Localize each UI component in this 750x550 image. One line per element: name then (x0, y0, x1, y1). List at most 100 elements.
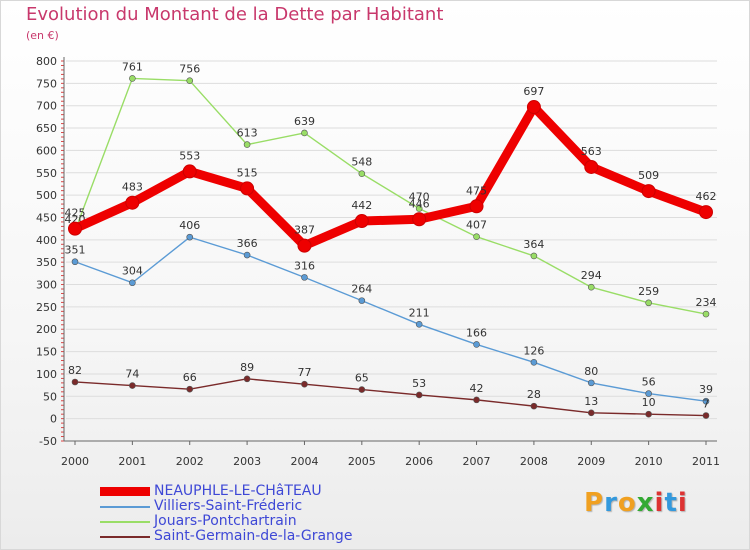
data-label: 515 (237, 166, 258, 179)
data-label: 10 (642, 396, 656, 409)
data-point (71, 378, 79, 386)
data-label: 387 (294, 224, 315, 237)
y-tick-label: 450 (36, 211, 57, 224)
data-point (129, 382, 136, 389)
data-point (301, 380, 308, 388)
legend-item-saint-germain: Saint-Germain-de-la-Grange (100, 529, 420, 544)
data-label: 211 (409, 306, 430, 319)
data-label: 264 (351, 283, 372, 296)
x-tick-label: 2005 (348, 455, 376, 468)
data-label: 126 (523, 344, 544, 357)
legend-swatch-neauphle (100, 487, 150, 496)
data-point (526, 100, 541, 115)
data-point (702, 397, 710, 405)
y-tick-label: 0 (50, 413, 57, 426)
data-point (186, 77, 194, 84)
data-point (530, 359, 538, 366)
data-point (587, 379, 595, 387)
data-label: 462 (696, 190, 717, 203)
data-label: 316 (294, 259, 315, 272)
y-tick-label: 700 (36, 100, 57, 113)
data-point (645, 299, 652, 307)
y-tick-label: 50 (43, 390, 57, 403)
legend-swatch-jouars (100, 521, 150, 523)
data-label: 446 (409, 197, 430, 210)
data-label: 613 (237, 127, 258, 140)
data-point (243, 251, 251, 259)
data-label: 425 (65, 207, 86, 220)
data-label: 442 (351, 199, 372, 212)
data-label: 304 (122, 265, 143, 278)
x-tick-label: 2000 (61, 455, 89, 468)
y-tick-label: 350 (36, 256, 57, 269)
data-label: 39 (699, 383, 713, 396)
y-tick-label: 750 (36, 77, 57, 90)
data-point (415, 321, 423, 328)
legend-label-jouars: Jouars-Pontchartrain (154, 513, 297, 529)
data-point (469, 199, 484, 214)
data-point (702, 412, 710, 419)
data-point (68, 221, 82, 236)
series-line-0 (70, 102, 711, 251)
legend: NEAUPHLE-LE-CHâTEAU Villiers-Saint-Fréde… (100, 484, 420, 544)
data-point (186, 385, 194, 393)
y-tick-label: 200 (36, 323, 57, 336)
data-label: 7 (703, 398, 710, 411)
data-point (473, 396, 480, 404)
legend-item-neauphle: NEAUPHLE-LE-CHâTEAU (100, 484, 420, 499)
data-label: 548 (351, 156, 372, 169)
data-label: 483 (122, 181, 143, 194)
data-point (243, 141, 251, 148)
x-tick-label: 2011 (692, 455, 720, 468)
legend-item-villiers: Villiers-Saint-Fréderic (100, 499, 420, 514)
y-tick-label: 300 (36, 279, 57, 292)
x-tick-label: 2010 (635, 455, 663, 468)
data-point (645, 410, 652, 418)
data-label: 234 (696, 296, 717, 309)
data-point (297, 238, 312, 253)
data-point (125, 195, 140, 210)
data-label: 553 (179, 149, 200, 162)
data-point (584, 159, 599, 174)
data-point (358, 170, 366, 177)
legend-swatch-saint-germain (100, 536, 150, 538)
series-line-1 (74, 236, 707, 402)
data-point (645, 390, 652, 397)
data-label: 82 (68, 364, 82, 377)
y-tick-label: 550 (36, 167, 57, 180)
data-label: 509 (638, 169, 659, 182)
y-tick-label: -50 (39, 435, 57, 448)
y-tick-label: 600 (36, 144, 57, 157)
data-label: 42 (470, 382, 484, 395)
data-label: 80 (584, 365, 598, 378)
data-label: 77 (297, 366, 311, 379)
x-tick-label: 2006 (405, 455, 433, 468)
y-tick-label: 500 (36, 189, 57, 202)
data-point (415, 205, 423, 212)
y-tick-label: 400 (36, 234, 57, 247)
data-point (587, 283, 595, 291)
data-label: 53 (412, 377, 426, 390)
legend-label-villiers: Villiers-Saint-Fréderic (154, 498, 303, 514)
data-label: 697 (523, 85, 544, 98)
x-tick-label: 2009 (577, 455, 605, 468)
data-label: 563 (581, 145, 602, 158)
data-label: 66 (183, 371, 197, 384)
x-tick-label: 2008 (520, 455, 548, 468)
series-line-3 (74, 378, 707, 417)
data-label: 294 (581, 269, 602, 282)
data-label: 166 (466, 326, 487, 339)
data-point (587, 409, 595, 417)
data-label: 351 (65, 244, 86, 257)
data-label: 639 (294, 115, 315, 128)
data-label: 761 (122, 60, 143, 73)
data-label: 406 (179, 219, 200, 232)
data-point (699, 205, 713, 220)
data-label: 65 (355, 372, 369, 385)
legend-label-saint-germain: Saint-Germain-de-la-Grange (154, 528, 353, 544)
data-label: 74 (125, 368, 139, 381)
data-point (129, 75, 136, 82)
data-label: 407 (466, 219, 487, 232)
legend-label-neauphle: NEAUPHLE-LE-CHâTEAU (154, 483, 322, 499)
data-label: 259 (638, 285, 659, 298)
